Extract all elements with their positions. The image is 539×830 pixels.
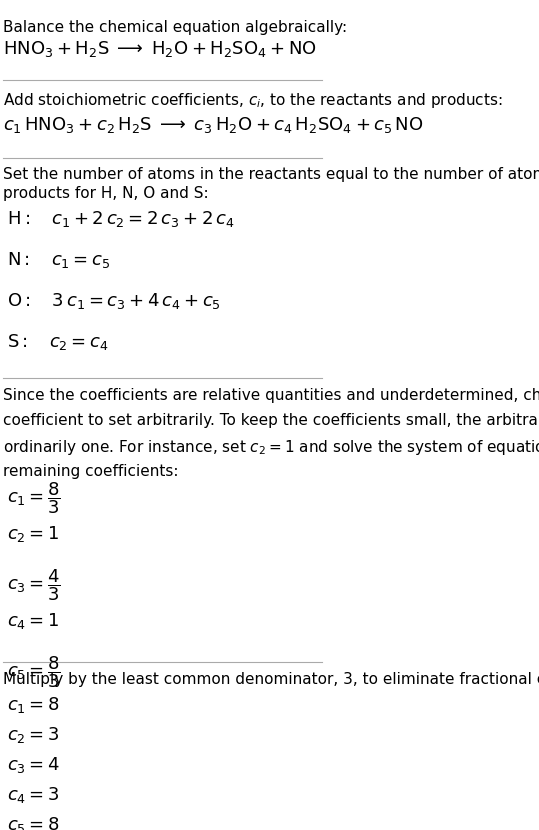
Text: $c_2 = 1$: $c_2 = 1$	[6, 525, 59, 544]
Text: remaining coefficients:: remaining coefficients:	[3, 463, 179, 479]
Text: $c_2 = 3$: $c_2 = 3$	[6, 725, 59, 745]
Text: $\mathrm{HNO_3} + \mathrm{H_2S} \;\longrightarrow\; \mathrm{H_2O} + \mathrm{H_2S: $\mathrm{HNO_3} + \mathrm{H_2S} \;\longr…	[3, 39, 317, 60]
Text: $c_4 = 1$: $c_4 = 1$	[6, 611, 59, 631]
Text: $c_5 = 8$: $c_5 = 8$	[6, 815, 59, 830]
Text: $c_3 = 4$: $c_3 = 4$	[6, 755, 59, 775]
Text: $\mathrm{O:}\quad 3\,c_1 = c_3 + 4\,c_4 + c_5$: $\mathrm{O:}\quad 3\,c_1 = c_3 + 4\,c_4 …	[6, 290, 220, 311]
Text: ordinarily one. For instance, set $c_2 = 1$ and solve the system of equations fo: ordinarily one. For instance, set $c_2 =…	[3, 438, 539, 457]
Text: $c_3 = \dfrac{4}{3}$: $c_3 = \dfrac{4}{3}$	[6, 568, 60, 603]
Text: $\mathrm{H:}\quad c_1 + 2\,c_2 = 2\,c_3 + 2\,c_4$: $\mathrm{H:}\quad c_1 + 2\,c_2 = 2\,c_3 …	[6, 209, 234, 229]
Text: $c_4 = 3$: $c_4 = 3$	[6, 785, 59, 805]
Text: Balance the chemical equation algebraically:: Balance the chemical equation algebraica…	[3, 21, 347, 36]
Text: Set the number of atoms in the reactants equal to the number of atoms in the: Set the number of atoms in the reactants…	[3, 167, 539, 182]
Text: $c_5 = \dfrac{8}{3}$: $c_5 = \dfrac{8}{3}$	[6, 654, 60, 690]
Text: Multiply by the least common denominator, 3, to eliminate fractional coefficient: Multiply by the least common denominator…	[3, 671, 539, 686]
Text: coefficient to set arbitrarily. To keep the coefficients small, the arbitrary va: coefficient to set arbitrarily. To keep …	[3, 413, 539, 428]
Text: $\mathrm{N:}\quad c_1 = c_5$: $\mathrm{N:}\quad c_1 = c_5$	[6, 250, 110, 270]
Text: $c_1\,\mathrm{HNO_3} + c_2\,\mathrm{H_2S} \;\longrightarrow\; c_3\,\mathrm{H_2O}: $c_1\,\mathrm{HNO_3} + c_2\,\mathrm{H_2S…	[3, 115, 424, 135]
Text: products for H, N, O and S:: products for H, N, O and S:	[3, 186, 209, 201]
Text: $c_1 = \dfrac{8}{3}$: $c_1 = \dfrac{8}{3}$	[6, 481, 60, 516]
Text: Since the coefficients are relative quantities and underdetermined, choose a: Since the coefficients are relative quan…	[3, 388, 539, 403]
Text: Add stoichiometric coefficients, $c_i$, to the reactants and products:: Add stoichiometric coefficients, $c_i$, …	[3, 91, 503, 110]
Text: $\mathrm{S:}\quad c_2 = c_4$: $\mathrm{S:}\quad c_2 = c_4$	[6, 332, 108, 352]
Text: $c_1 = 8$: $c_1 = 8$	[6, 696, 59, 715]
